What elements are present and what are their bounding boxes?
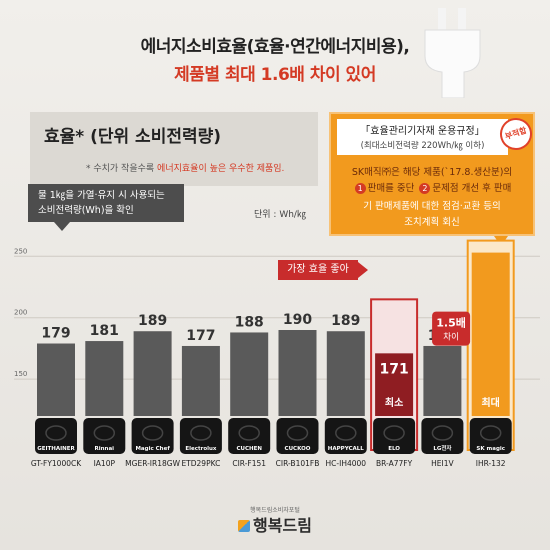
difference-badge [432,311,471,346]
product-burner [93,425,116,441]
product-burner [238,425,260,441]
product-image [83,418,126,454]
data-label: 188 [235,314,264,330]
info-box: 물 1㎏을 가열·유지 시 사용되는 소비전력량(Wh)을 확인 [28,184,184,222]
brand-logo: LG전자 [433,444,452,452]
brand-logo: ELO [388,446,400,452]
plug-icon [424,8,481,98]
y-tick-label: 150 [14,370,27,378]
brand-logo: HAPPYCALL [328,446,365,452]
x-tick-label: HC-IH4000 [326,459,367,468]
callout-pointer [358,262,368,278]
chart-note: * 수치가 작을수록 에너지효율이 높은 우수한 제품임. [86,164,285,174]
bar [423,345,462,416]
data-label: 253 [473,252,509,272]
max-label: 최대 [481,396,499,409]
brand-logo: GEITHAINER [37,446,75,452]
x-tick-label: CIR-F151 [232,459,266,468]
data-label: 189 [138,313,167,329]
number-badge-1: 1 [354,183,366,194]
data-label: 190 [283,312,312,328]
data-label: 171 [379,361,408,377]
product-burner [141,425,164,441]
y-tick-label: 250 [14,247,27,255]
product-burner [45,425,67,441]
x-tick-label: IHR-132 [476,459,506,468]
product-burner [335,425,357,441]
product-burner [479,425,502,441]
regulation-title-box [337,119,508,155]
best-efficiency-callout: 가장 효율 좋아 [278,260,358,280]
info-box-pointer [54,222,70,231]
product-burner [286,425,309,441]
number-badge-2: 2 [419,183,431,194]
unit-label: 단위 : Wh/㎏ [254,210,306,220]
bar [85,341,124,416]
bar [133,331,172,416]
chart-header-panel [30,112,318,186]
regulation-title: 「효율관리기자재 운용규정」 [360,126,485,137]
data-label: 189 [331,313,360,329]
regulation-limit: (최대소비전력량 220Wh/㎏ 이하) [360,141,485,151]
data-label: 179 [41,326,70,342]
x-tick-label: MGER-IR18GW [125,459,180,468]
brand-logo-icon [238,520,251,532]
product-image [469,418,512,454]
notice-line3: 기 판매제품에 대한 점검·교환 등의 [363,201,501,212]
bar-chart: 150 200 250 179 GEITHAINER GT-FY1000CK 181 Rin… [14,239,540,468]
product-image [179,418,222,454]
chart-note-highlight: 에너지효율이 높은 우수한 제품임. [157,164,285,174]
brand-logo: Rinnai [95,446,115,452]
x-tick-label: HEI1V [431,459,454,468]
x-tick-label: CIR-B101FB [276,459,320,468]
product-image [324,418,367,454]
bar [37,343,75,416]
brand-logo: CUCHEN [236,446,262,452]
product-image [35,418,77,454]
data-label: 181 [90,323,119,339]
product-image [228,418,271,454]
bar [230,332,269,416]
footer-logo: 행복드림 [0,512,550,536]
product-image [276,418,319,454]
info-box-line1: 물 1㎏을 가열·유지 시 사용되는 [38,190,165,201]
brand-logo: Magic Chef [135,446,170,452]
brand-logo: SK magic [476,446,505,452]
difference-value: 1.5배 [436,316,466,330]
notice-line1: SK매직㈜은 해당 제품(`17.8.생산분)의 [351,167,513,178]
bar [326,331,365,416]
x-tick-label: GT-FY1000CK [31,459,82,468]
x-tick-label: IA10P [94,459,116,468]
x-tick-label: BR-A77FY [376,459,413,468]
x-tick-label: ETD29PKC [181,459,220,468]
product-image [131,418,174,454]
page-title: 에너지소비효율(효율·연간에너지비용), [140,37,410,57]
bar [375,353,414,416]
chart-title: 효율* (단위 소비전력량) [44,127,222,147]
data-label: 177 [186,328,215,344]
min-label: 최소 [385,396,403,409]
difference-label: 차이 [443,332,459,343]
product-image [421,418,464,454]
info-box-line2: 소비전력량(Wh)을 확인 [38,205,134,216]
product-burner [383,425,405,441]
bar [278,330,317,416]
brand-logo: Electrolux [185,446,217,452]
page-subtitle: 제품별 최대 1.6배 차이 있어 [174,65,376,85]
product-image [373,418,416,454]
brand-logo: CUCKOO [285,446,311,452]
notice-line4: 조치계획 회신 [404,217,460,228]
y-tick-label: 200 [14,309,27,317]
bar [471,252,510,416]
product-burner [431,425,454,441]
notice-line2: 1 판매를 중단 2 문제점 개선 후 판매 [333,180,531,194]
bar [181,345,220,416]
footer-caption: 행복드림소비자포털 [250,507,300,514]
product-burner [190,425,212,441]
